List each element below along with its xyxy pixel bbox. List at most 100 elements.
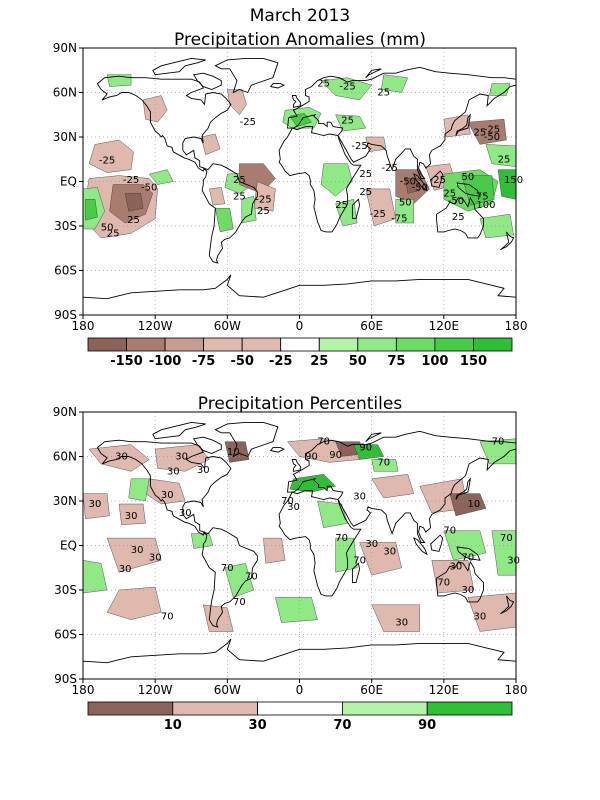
colorbar-label: 50 bbox=[349, 354, 367, 369]
shaded-region-21 bbox=[317, 500, 348, 528]
shaded-region-13 bbox=[224, 563, 255, 598]
contour-label: 25 bbox=[377, 88, 390, 99]
contour-label: 90 bbox=[305, 452, 318, 463]
colorbar-swatch bbox=[318, 337, 359, 352]
contour-label: 25 bbox=[359, 169, 372, 180]
contour-label: 70 bbox=[245, 572, 258, 583]
y-tick-label: 60S bbox=[54, 628, 77, 642]
contour-label: 25 bbox=[233, 191, 246, 202]
contour-label: 70 bbox=[443, 526, 456, 537]
coast-africa bbox=[278, 490, 362, 597]
colorbar-label: -25 bbox=[269, 354, 293, 369]
contour-label: -25 bbox=[240, 117, 256, 128]
shaded-region-20 bbox=[371, 474, 415, 499]
contour-label: 25 bbox=[498, 154, 511, 165]
shaded-region-1 bbox=[88, 139, 134, 173]
shaded-region-26 bbox=[479, 438, 516, 465]
percentile-colorbar: 10 30 70 90 bbox=[87, 701, 513, 733]
contour-label: 25 bbox=[443, 188, 456, 199]
colorbar-swatch bbox=[126, 337, 166, 352]
coast-canada-isl bbox=[152, 421, 206, 440]
coast-nz bbox=[500, 595, 515, 615]
contour-label: 70 bbox=[281, 496, 294, 507]
x-tick-label: 120E bbox=[429, 683, 460, 697]
contour-label: 25 bbox=[257, 206, 270, 217]
coast-baffin bbox=[192, 72, 222, 90]
y-tick-label: 60N bbox=[53, 450, 77, 464]
contour-label: 150 bbox=[504, 175, 523, 186]
shaded-region-2 bbox=[154, 444, 210, 472]
percentile-grid bbox=[83, 412, 516, 679]
shaded-region-23 bbox=[359, 542, 402, 576]
contour-label: 70 bbox=[437, 578, 450, 589]
percentile-coastlines bbox=[83, 421, 516, 679]
x-tick-label: 180 bbox=[72, 683, 95, 697]
contour-label: 25 bbox=[107, 228, 120, 239]
top-panel-title: Precipitation Anomalies (mm) bbox=[174, 30, 426, 50]
contour-label: 50 bbox=[101, 223, 114, 234]
coast-siberia-isl bbox=[365, 68, 382, 79]
contour-label: 100 bbox=[476, 200, 495, 211]
y-tick-label: 60S bbox=[54, 264, 77, 278]
coast-australia bbox=[436, 196, 484, 239]
shaded-region-20 bbox=[335, 114, 367, 132]
contour-label: 70 bbox=[161, 612, 174, 623]
contour-label: 70 bbox=[335, 533, 348, 544]
shaded-region-38 bbox=[489, 83, 511, 96]
contour-label: -25 bbox=[484, 125, 500, 136]
coast-uk bbox=[291, 95, 302, 108]
shaded-region-5 bbox=[83, 493, 110, 520]
shaded-region-22 bbox=[365, 136, 387, 153]
coast-sumatra bbox=[412, 173, 428, 192]
contour-label: 30 bbox=[507, 555, 520, 566]
contour-label: -25 bbox=[430, 175, 446, 186]
colorbar-label: 75 bbox=[387, 354, 405, 369]
contour-label: 30 bbox=[287, 502, 300, 513]
colorbar-swatch bbox=[172, 701, 259, 716]
coast-iceland bbox=[269, 447, 285, 453]
x-tick-label: 60E bbox=[360, 319, 383, 333]
shaded-region-23 bbox=[320, 163, 353, 197]
contour-label: -50 bbox=[400, 177, 416, 188]
colorbar-swatch bbox=[473, 337, 513, 352]
anomaly-axes: 180 120W 60W 0 60E 120E 180 90N 60N 30N EQ 30S 60S 90… bbox=[53, 41, 528, 333]
contour-label: -25 bbox=[370, 209, 386, 220]
anomaly-grid bbox=[83, 48, 516, 315]
contour-label: -25 bbox=[351, 141, 367, 152]
x-tick-label: 60W bbox=[214, 319, 241, 333]
contour-label: 30 bbox=[89, 499, 102, 510]
coast-south-america bbox=[201, 163, 258, 264]
coast-antarctica bbox=[83, 638, 516, 679]
shaded-region-9 bbox=[200, 133, 221, 156]
shaded-region-7 bbox=[128, 478, 150, 502]
y-tick-label: 90N bbox=[53, 41, 77, 55]
contour-label: 25 bbox=[317, 79, 330, 90]
coast-greenland bbox=[214, 57, 279, 94]
contour-label: 70 bbox=[492, 437, 505, 448]
bottom-panel-title: Precipitation Percentiles bbox=[198, 394, 403, 414]
contour-label: -50 bbox=[484, 132, 500, 143]
shaded-region-9 bbox=[191, 533, 214, 549]
contour-label: 25 bbox=[359, 187, 372, 198]
coast-uk bbox=[291, 459, 302, 472]
percentile-axes: 180 120W 60W 0 60E 120E 180 90N 60N 30N EQ 30S 60S 90… bbox=[53, 405, 528, 697]
coast-eurasia bbox=[286, 66, 516, 179]
colorbar-swatch bbox=[280, 337, 320, 352]
colorbar-label: 30 bbox=[249, 718, 267, 733]
coast-south-america bbox=[201, 527, 258, 628]
shaded-region-28 bbox=[431, 560, 475, 594]
colorbar-label: -50 bbox=[230, 354, 254, 369]
colorbar-label: -75 bbox=[192, 354, 216, 369]
contour-label: 70 bbox=[500, 533, 513, 544]
shaded-region-27 bbox=[405, 178, 420, 194]
contour-label: 30 bbox=[161, 490, 174, 501]
contour-label: -25 bbox=[339, 82, 355, 93]
contour-label: 30 bbox=[365, 539, 378, 550]
contour-label: -50 bbox=[448, 196, 464, 207]
coast-australia bbox=[436, 560, 484, 603]
anomaly-colorbar: -150 -100 -75 -50 -25 25 50 75 100 150 bbox=[87, 337, 513, 369]
contour-label: -75 bbox=[391, 214, 407, 225]
colorbar-swatch bbox=[357, 337, 397, 352]
shaded-region-11 bbox=[106, 586, 162, 620]
